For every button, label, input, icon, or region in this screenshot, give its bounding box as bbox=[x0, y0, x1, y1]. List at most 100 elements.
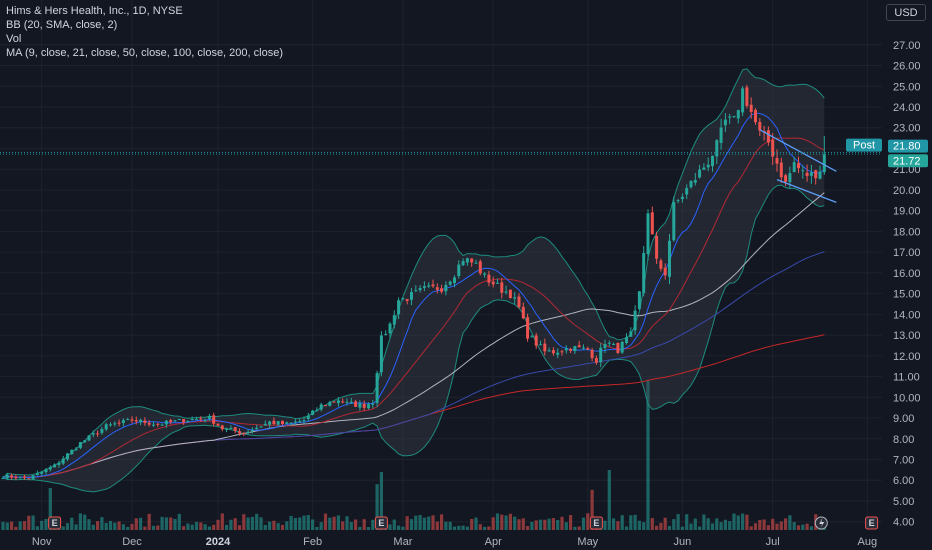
volume-bar bbox=[655, 525, 659, 530]
candle-body bbox=[526, 317, 530, 339]
volume-bar bbox=[409, 519, 414, 530]
volume-bar bbox=[685, 514, 689, 530]
volume-bar bbox=[672, 519, 676, 530]
x-tick-label: Jul bbox=[766, 536, 780, 548]
candle-body bbox=[362, 403, 366, 408]
candle-body bbox=[272, 420, 276, 425]
volume-bar bbox=[465, 526, 469, 530]
candle-body bbox=[358, 403, 362, 408]
x-tick-label: Mar bbox=[393, 536, 412, 548]
y-tick-label: 7.00 bbox=[893, 455, 914, 467]
volume-bar bbox=[246, 517, 250, 530]
candle-body bbox=[582, 347, 585, 349]
volume-bar bbox=[513, 516, 517, 530]
volume-bar bbox=[83, 514, 87, 530]
legend-vol[interactable]: Vol bbox=[6, 33, 22, 45]
legend-title[interactable]: Hims & Hers Health, Inc., 1D, NYSE bbox=[6, 5, 183, 17]
candle-body bbox=[182, 419, 186, 423]
candle-body bbox=[328, 402, 332, 406]
candle-body bbox=[715, 140, 719, 157]
candle-body bbox=[324, 405, 327, 407]
candle-body bbox=[14, 476, 18, 479]
candle-body bbox=[491, 281, 495, 285]
volume-bar bbox=[392, 519, 396, 530]
volume-bar bbox=[225, 524, 229, 530]
volume-bar bbox=[169, 517, 173, 530]
volume-bar bbox=[40, 520, 44, 530]
candle-body bbox=[293, 421, 297, 423]
volume-bar bbox=[87, 519, 91, 530]
candle-body bbox=[779, 162, 783, 178]
candle-body bbox=[104, 424, 108, 430]
volume-bar bbox=[255, 513, 259, 530]
volume-bar bbox=[61, 526, 65, 530]
price-lines bbox=[0, 152, 882, 155]
volume-bar bbox=[736, 515, 740, 530]
candle-body bbox=[96, 433, 100, 435]
candle-body bbox=[457, 264, 461, 276]
volume-bar bbox=[474, 517, 478, 530]
candle-body bbox=[530, 336, 534, 338]
volume-bar bbox=[547, 518, 551, 530]
volume-bar bbox=[289, 515, 293, 530]
volume-bar bbox=[182, 526, 186, 530]
volume-bar bbox=[117, 521, 121, 530]
candle-body bbox=[483, 273, 487, 275]
volume-bar bbox=[31, 515, 35, 530]
volume-bar bbox=[212, 524, 216, 530]
y-tick-label: 13.00 bbox=[893, 330, 921, 342]
legend-ma[interactable]: MA (9, close, 21, close, 50, close, 100,… bbox=[6, 47, 283, 59]
volume-bar bbox=[693, 518, 697, 530]
volume-bar bbox=[323, 513, 328, 530]
price-tags: Post 21.80 21.72 bbox=[846, 138, 928, 168]
volume-bar bbox=[186, 523, 190, 530]
volume-bar bbox=[332, 516, 336, 530]
volume-bar bbox=[521, 518, 525, 530]
candle-body bbox=[478, 261, 482, 274]
currency-button[interactable]: USD bbox=[886, 4, 926, 21]
volume-bar bbox=[203, 524, 207, 530]
candle-body bbox=[53, 464, 57, 468]
y-tick-label: 27.00 bbox=[893, 40, 921, 52]
flash-icon-bolt bbox=[819, 518, 825, 528]
volume-bar bbox=[371, 519, 375, 530]
volume-bar bbox=[508, 513, 512, 530]
volume-bar bbox=[659, 522, 663, 530]
candle-body bbox=[332, 401, 336, 403]
y-tick-label: 4.00 bbox=[893, 517, 914, 529]
x-tick-label: Nov bbox=[32, 536, 52, 548]
x-tick-label: Aug bbox=[858, 536, 878, 548]
candle-body bbox=[319, 404, 323, 410]
volume-bar bbox=[569, 515, 573, 530]
volume-bar bbox=[414, 515, 418, 530]
volume-bar bbox=[526, 526, 530, 530]
volume-bar bbox=[126, 526, 130, 530]
volume-bar bbox=[607, 470, 611, 530]
candle-body bbox=[569, 348, 573, 351]
volume-bar bbox=[719, 522, 723, 530]
volume-bar bbox=[100, 517, 104, 530]
volume-bar bbox=[689, 523, 693, 530]
legend-bb[interactable]: BB (20, SMA, close, 2) bbox=[6, 19, 118, 31]
volume-bar bbox=[435, 521, 439, 530]
y-tick-label: 10.00 bbox=[893, 392, 921, 404]
candle-body bbox=[487, 274, 491, 283]
volume-bar bbox=[233, 518, 237, 530]
volume-bar bbox=[242, 514, 246, 530]
candle-body bbox=[83, 440, 87, 443]
volume-bar bbox=[405, 516, 409, 530]
trendline-lower bbox=[776, 178, 837, 203]
volume-bar bbox=[801, 524, 805, 530]
candle-body bbox=[250, 429, 254, 432]
candle-body bbox=[650, 212, 654, 235]
volume-bar bbox=[612, 518, 616, 530]
candle-body bbox=[754, 109, 757, 123]
candle-body bbox=[633, 310, 637, 331]
volume-bar bbox=[663, 517, 667, 530]
time-axis: Nov Dec 2024 Feb Mar Apr May Jun Jul Aug bbox=[32, 536, 877, 548]
volume-bar bbox=[336, 515, 340, 530]
candle-body bbox=[797, 163, 800, 169]
volume-bar bbox=[237, 525, 242, 530]
volume-bar bbox=[293, 518, 297, 530]
